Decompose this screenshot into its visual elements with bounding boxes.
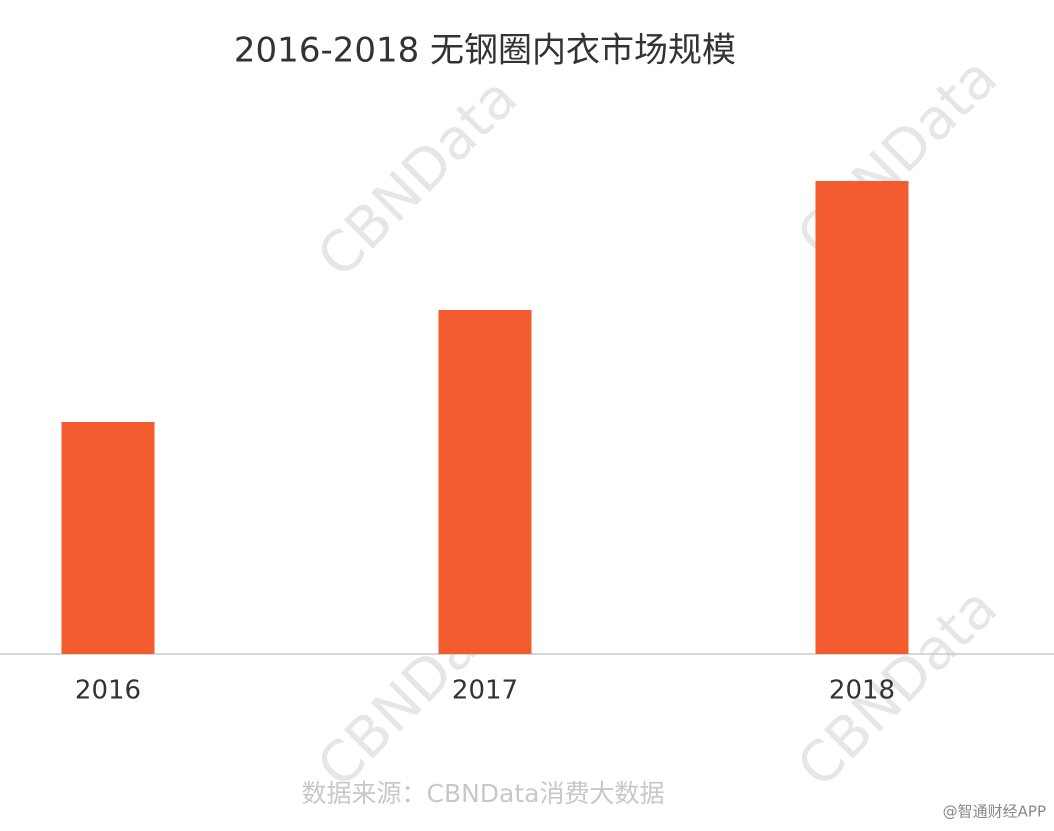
x-tick-label: 2018: [829, 676, 895, 706]
bar: [438, 310, 532, 654]
bar: [815, 181, 909, 654]
watermark: CBNData: [305, 65, 530, 290]
bar: [61, 422, 155, 654]
chart-title: 2016-2018 无钢圈内衣市场规模: [234, 31, 736, 71]
source: 数据来源：CBNData消费大数据: [301, 779, 664, 808]
corner-watermark: @智通财经APP: [943, 803, 1046, 821]
x-tick-label: 2016: [75, 676, 141, 706]
x-tick-label: 2017: [452, 676, 518, 706]
